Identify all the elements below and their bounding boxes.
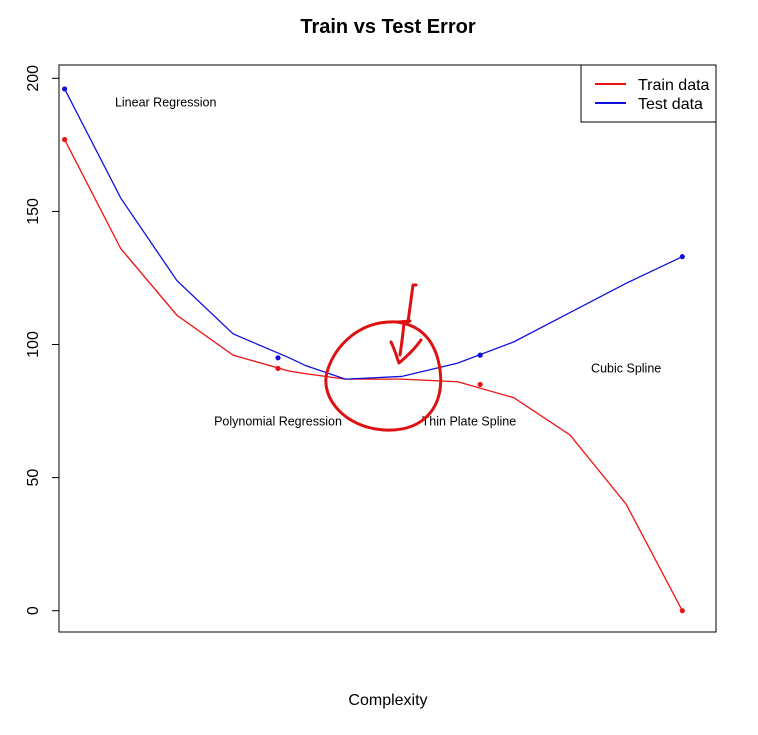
series-1-point-2 (477, 352, 483, 358)
series-0-point-0 (62, 136, 68, 143)
series-line-train-data (64, 139, 683, 612)
legend: Train data Test data (580, 64, 717, 123)
y-tick-label: 200 (25, 65, 42, 92)
series-1-point-1 (275, 355, 281, 361)
series-0-point-2 (477, 381, 483, 388)
legend-box (580, 64, 717, 123)
series-line-test-data (64, 88, 683, 380)
annotation-label: Thin Plate Spline (422, 415, 517, 429)
y-tick-label: 0 (25, 606, 42, 615)
annotation-layer: Linear Regression Polynomial Regression Th… (115, 95, 661, 428)
y-tick-label: 100 (25, 331, 42, 358)
x-axis-label: Complexity (348, 692, 427, 709)
y-tick-label: 50 (25, 469, 42, 487)
annotation-label: Linear Regression (115, 95, 216, 109)
series-layer (62, 86, 685, 614)
series-1-point-3 (679, 254, 685, 260)
plot-frame (58, 64, 717, 633)
series-1-point-0 (62, 86, 68, 92)
legend-test-label: Test data (638, 96, 703, 113)
annotation-label: Cubic Spline (591, 361, 661, 375)
series-0-point-3 (679, 608, 685, 614)
y-axis: 0 50 100 150 200 (25, 65, 60, 615)
series-0-point-1 (275, 365, 281, 372)
hand-drawn-circle-mark (324, 283, 443, 432)
legend-train-label: Train data (638, 77, 710, 94)
y-tick-label: 150 (25, 198, 42, 225)
chart-title: Train vs Test Error (300, 16, 475, 38)
annotation-label: Polynomial Regression (214, 415, 342, 429)
